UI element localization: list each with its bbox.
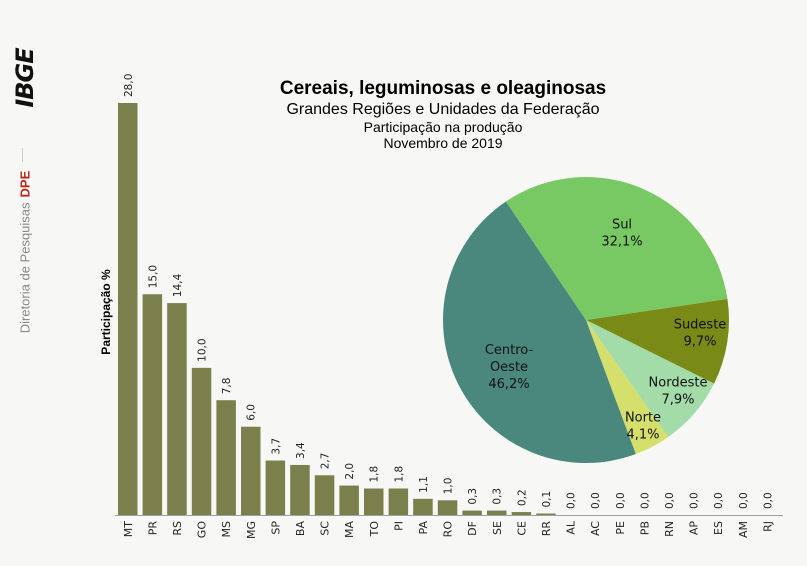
x-tick-label: RS [171, 521, 184, 536]
bar-to [364, 488, 384, 515]
bar-value-label: 1,8 [393, 466, 405, 483]
x-tick-label: SE [491, 521, 504, 535]
pie-category-label: Nordeste [649, 376, 708, 391]
x-tick-label: ES [712, 521, 725, 535]
bar-value-label: 1,8 [369, 466, 381, 483]
bar-value-label: 0,0 [664, 492, 676, 509]
bar-ba [290, 464, 310, 515]
x-tick-label: SC [319, 521, 332, 536]
pie-value-label: 9,7% [683, 335, 716, 350]
x-tick-label: PI [392, 521, 405, 531]
bar-value-label: 1,0 [443, 478, 455, 495]
bar-value-label: 6,0 [246, 404, 258, 421]
pie-slice-sudeste [586, 298, 729, 384]
x-tick-label: BA [294, 521, 307, 537]
pie-category-label: Sul [612, 218, 632, 233]
bar-value-label: 2,7 [320, 453, 332, 470]
bar-sc [314, 475, 335, 515]
bar-value-label: 2,0 [344, 463, 356, 480]
bar-value-label: 10,0 [197, 338, 209, 361]
chart-subtitle-2: Participação na produção [364, 119, 523, 135]
bar-sp [265, 460, 286, 515]
bar-rs [167, 303, 187, 515]
x-tick-label: AP [688, 521, 701, 536]
x-tick-label: MT [122, 521, 135, 537]
chart-subtitle-3: Novembro de 2019 [383, 135, 502, 151]
x-tick-label: MA [343, 521, 356, 538]
pie-value-label: 4,1% [626, 428, 659, 443]
bar-value-label: 0,0 [689, 492, 701, 509]
bar-value-label: 15,0 [147, 265, 159, 288]
x-tick-label: GO [196, 521, 209, 539]
bar-value-label: 0,0 [615, 492, 627, 509]
bar-value-label: 0,1 [541, 491, 553, 508]
x-tick-label: SP [269, 521, 282, 535]
pie-slice-sul [505, 177, 728, 320]
x-tick-label: RR [540, 521, 553, 537]
bar-ma [339, 485, 359, 515]
bar-se [487, 510, 507, 515]
pie-value-label: 46,2% [488, 377, 529, 392]
bar-value-label: 0,3 [492, 488, 504, 505]
bar-value-label: 0,3 [467, 488, 479, 505]
x-tick-label: AC [589, 521, 602, 536]
pie-chart: Sudeste 9,7% Nordeste 7,9%Norte 4,1% Centro- O… [443, 177, 729, 463]
bar-go [191, 367, 212, 515]
x-tick-label: CE [515, 521, 528, 536]
y-axis-label: Participação % [99, 269, 113, 355]
sidebar-divider [22, 148, 23, 162]
pie-value-label: 32,1% [601, 235, 642, 250]
x-tick-label: MG [245, 521, 258, 539]
pie-value-label: 7,9% [661, 393, 694, 408]
x-tick-label: PB [638, 521, 651, 535]
x-tick-label: PR [146, 521, 159, 536]
chart-title: Cereais, leguminosas e oleaginosas [280, 78, 606, 99]
bar-ce [511, 512, 532, 515]
bar-ms [216, 400, 236, 515]
bar-pa [413, 498, 433, 515]
x-tick-label: RO [442, 521, 455, 538]
pie-slice-norte [586, 320, 669, 455]
bar-value-label: 0,0 [762, 492, 774, 509]
bar-value-label: 14,4 [172, 273, 184, 297]
bar-rr [536, 513, 556, 515]
x-tick-label: AL [565, 520, 578, 535]
pie-category-label: Norte [625, 411, 661, 426]
pie-slice-centro-oeste [443, 201, 636, 463]
pie-slice-nordeste [586, 320, 715, 437]
pie-category-label: Sudeste [674, 318, 727, 333]
chart-subtitle: Grandes Regiões e Unidades da Federação [286, 101, 599, 118]
bar-value-label: 3,7 [270, 438, 282, 455]
bar-mt [118, 103, 138, 515]
x-tick-label: TO [368, 521, 381, 538]
x-tick-label: RN [663, 521, 676, 537]
x-tick-label: RJ [761, 521, 774, 532]
bar-ro [437, 500, 458, 515]
pie-category-label: Oeste [490, 360, 528, 375]
bar-value-label: 28,0 [123, 74, 135, 97]
x-tick-label: DF [466, 521, 479, 536]
bar-pi [388, 488, 409, 515]
bar-chart: 28,0 MT 15,0 PR 14,4 RS 10,0 GO 7,8 MS 6,0 MG 3,7 SP 3… [115, 74, 783, 539]
bar-value-label: 0,0 [713, 492, 725, 509]
bar-value-label: 1,1 [418, 476, 430, 493]
x-tick-label: AM [737, 521, 750, 538]
bar-value-label: 0,0 [738, 492, 750, 509]
bar-value-label: 7,8 [221, 378, 233, 395]
pie-category-label: Centro- [485, 343, 534, 358]
x-tick-label: MS [220, 521, 233, 537]
bar-mg [241, 426, 261, 515]
bar-value-label: 0,0 [566, 492, 578, 509]
bar-value-label: 0,2 [516, 489, 528, 506]
bar-pr [142, 294, 163, 515]
bar-value-label: 3,4 [295, 442, 307, 459]
sidebar: IBGE Diretoria de PesquisasDPE [0, 0, 50, 566]
x-tick-label: PA [417, 521, 430, 535]
bar-value-label: 0,0 [639, 492, 651, 509]
bar-value-label: 0,0 [590, 492, 602, 509]
x-tick-label: PE [614, 521, 627, 535]
bar-df [462, 510, 482, 515]
